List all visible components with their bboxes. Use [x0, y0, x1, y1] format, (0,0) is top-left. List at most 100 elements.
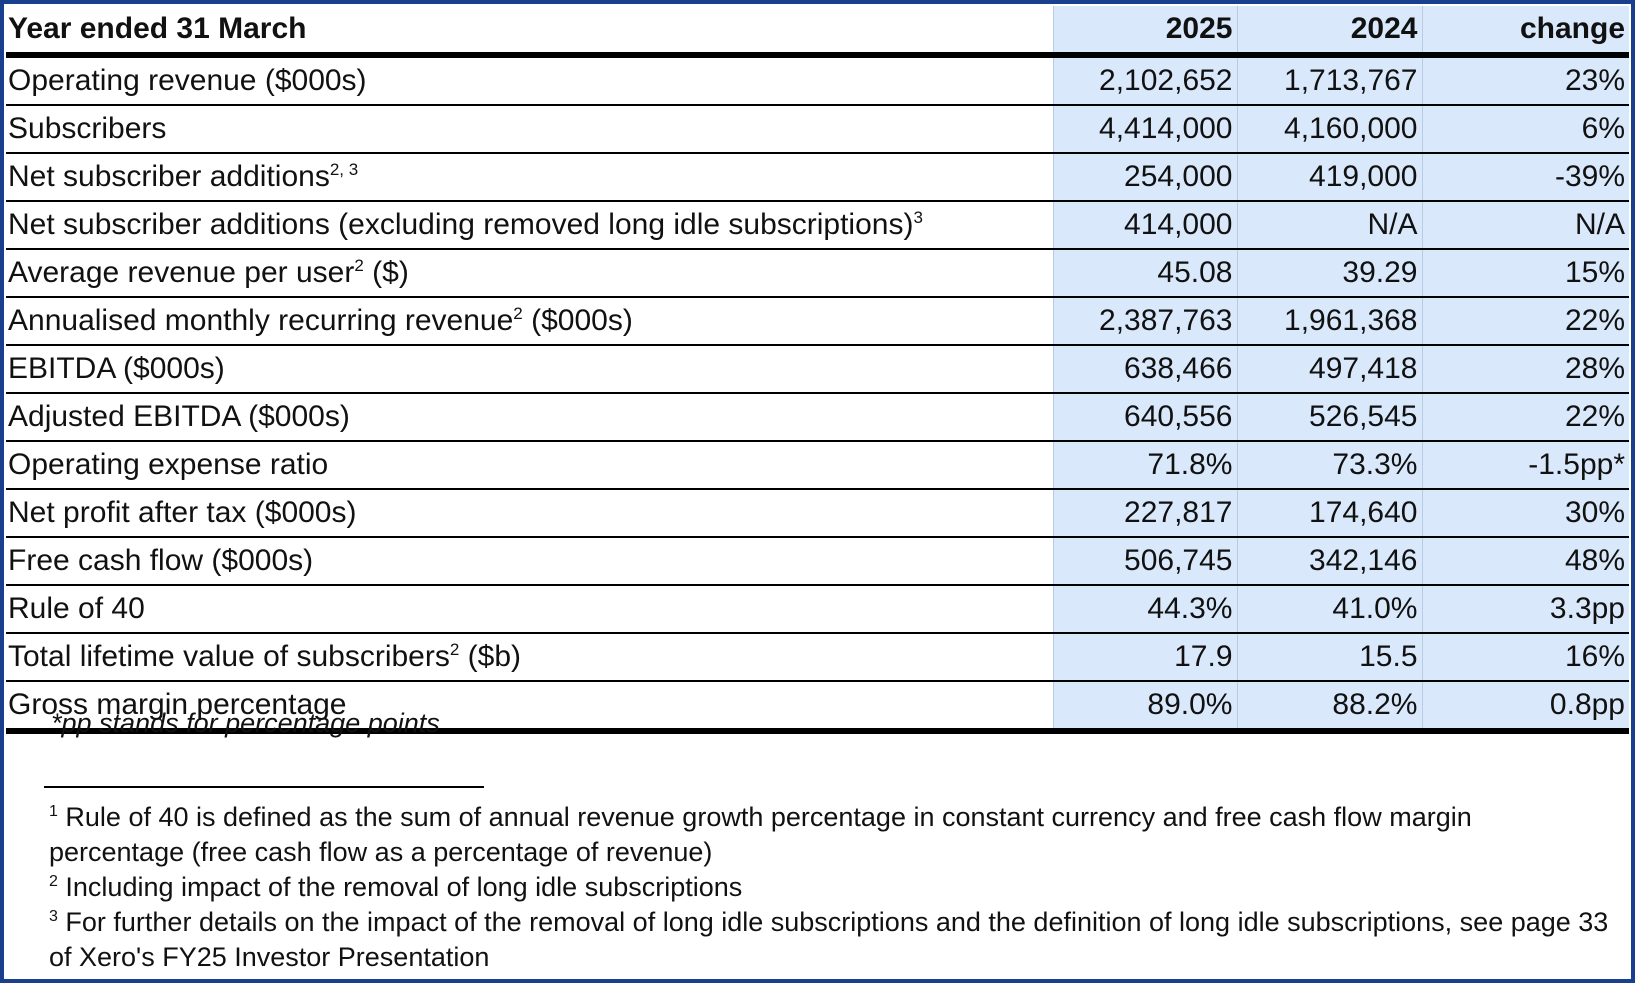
- footnote-text: Including impact of the removal of long …: [57, 872, 743, 902]
- row-label-text: Net subscriber additions: [8, 160, 330, 193]
- footnote: 2 Including impact of the removal of lon…: [49, 870, 1609, 905]
- row-label-text: Operating expense ratio: [8, 448, 329, 481]
- footnote: 3 For further details on the impact of t…: [49, 905, 1609, 975]
- row-label: Average revenue per user2 ($): [6, 249, 1053, 298]
- financial-metrics-table: Year ended 31 March 2025 2024 change Ope…: [6, 6, 1629, 734]
- value-change: 16%: [1421, 633, 1629, 682]
- table-row: Operating expense ratio 71.8% 73.3% -1.5pp*: [6, 441, 1629, 490]
- row-label-unit: ($000s): [522, 304, 633, 337]
- value-2025: 45.08: [1052, 249, 1237, 298]
- table-body: Operating revenue ($000s) 2,102,652 1,713,…: [6, 55, 1629, 734]
- row-label: Subscribers: [6, 105, 1053, 154]
- value-change: 30%: [1421, 489, 1629, 538]
- table-row: Net subscriber additions2, 3 254,000 419,0…: [6, 153, 1629, 202]
- value-change: 23%: [1421, 55, 1629, 106]
- value-2025: 640,556: [1052, 393, 1237, 442]
- table-row: Free cash flow ($000s) 506,745 342,146 48%: [6, 537, 1629, 586]
- header-2024: 2024: [1236, 6, 1422, 58]
- table-row: Net profit after tax ($000s) 227,817 174,6…: [6, 489, 1629, 538]
- value-2025: 44.3%: [1052, 585, 1237, 634]
- footnote-number: 1: [49, 803, 58, 820]
- table-row: Average revenue per user2 ($) 45.08 39.29 1…: [6, 249, 1629, 298]
- row-label: Annualised monthly recurring revenue2 ($…: [6, 297, 1053, 346]
- value-change: 3.3pp: [1421, 585, 1629, 634]
- row-label: Free cash flow ($000s): [6, 537, 1053, 586]
- value-2024: 1,713,767: [1236, 55, 1422, 106]
- table-row: Net subscriber additions (excluding remo…: [6, 201, 1629, 250]
- table-row: Annualised monthly recurring revenue2 ($…: [6, 297, 1629, 346]
- row-label: EBITDA ($000s): [6, 345, 1053, 394]
- footnote-ref: 2, 3: [329, 160, 359, 179]
- value-2025: 2,387,763: [1052, 297, 1237, 346]
- value-2024: 174,640: [1236, 489, 1422, 538]
- table-row: Subscribers 4,414,000 4,160,000 6%: [6, 105, 1629, 154]
- value-2024: 41.0%: [1236, 585, 1422, 634]
- value-2025: 2,102,652: [1052, 55, 1237, 106]
- value-2024: 4,160,000: [1236, 105, 1422, 154]
- row-label-text: Rule of 40: [8, 592, 145, 625]
- value-2024: 39.29: [1236, 249, 1422, 298]
- value-2024: 1,961,368: [1236, 297, 1422, 346]
- row-label-text: Free cash flow ($000s): [8, 544, 314, 577]
- value-2025: 71.8%: [1052, 441, 1237, 490]
- value-change: 15%: [1421, 249, 1629, 298]
- row-label-text: Annualised monthly recurring revenue: [8, 304, 514, 337]
- footnotes: 1 Rule of 40 is defined as the sum of an…: [49, 800, 1609, 975]
- row-label-unit: ($): [363, 256, 409, 289]
- row-label: Net subscriber additions2, 3: [6, 153, 1053, 202]
- row-label-text: EBITDA ($000s): [8, 352, 225, 385]
- row-label-unit: ($b): [459, 640, 522, 673]
- table-row: Rule of 40 44.3% 41.0% 3.3pp: [6, 585, 1629, 634]
- header-change: change: [1421, 6, 1629, 58]
- row-label-text: Gross margin percentage: [8, 688, 347, 721]
- value-2024: 88.2%: [1236, 681, 1422, 734]
- row-label-text: Operating revenue ($000s): [8, 64, 367, 97]
- header-label: Year ended 31 March: [6, 6, 1053, 58]
- value-2025: 638,466: [1052, 345, 1237, 394]
- row-label-text: Net profit after tax ($000s): [8, 496, 357, 529]
- value-2025: 4,414,000: [1052, 105, 1237, 154]
- footnote-text: For further details on the impact of the…: [49, 907, 1609, 972]
- row-label: Total lifetime value of subscribers2 ($b…: [6, 633, 1053, 682]
- value-2025: 506,745: [1052, 537, 1237, 586]
- value-2025: 414,000: [1052, 201, 1237, 250]
- row-label: Net subscriber additions (excluding remo…: [6, 201, 1053, 250]
- value-2024: 526,545: [1236, 393, 1422, 442]
- value-2024: 73.3%: [1236, 441, 1422, 490]
- value-change: 6%: [1421, 105, 1629, 154]
- row-label: Gross margin percentage: [6, 681, 1053, 734]
- footnote-divider: [44, 786, 484, 788]
- row-label: Operating expense ratio: [6, 441, 1053, 490]
- row-label: Operating revenue ($000s): [6, 55, 1053, 106]
- row-label: Adjusted EBITDA ($000s): [6, 393, 1053, 442]
- value-change: -39%: [1421, 153, 1629, 202]
- footnote-ref: 2: [513, 304, 523, 323]
- row-label-text: Average revenue per user: [8, 256, 355, 289]
- value-change: 28%: [1421, 345, 1629, 394]
- pp-note: *pp stands for percentage points: [51, 708, 440, 738]
- row-label: Rule of 40: [6, 585, 1053, 634]
- row-label-text: Subscribers: [8, 112, 167, 145]
- value-change: 0.8pp: [1421, 681, 1629, 734]
- row-label-text: Adjusted EBITDA ($000s): [8, 400, 350, 433]
- value-2024: N/A: [1236, 201, 1422, 250]
- value-2025: 227,817: [1052, 489, 1237, 538]
- value-2024: 15.5: [1236, 633, 1422, 682]
- row-label-text: Total lifetime value of subscribers: [8, 640, 450, 673]
- footnote-ref: 2: [354, 256, 364, 275]
- value-change: 22%: [1421, 297, 1629, 346]
- value-change: -1.5pp*: [1421, 441, 1629, 490]
- header-2025: 2025: [1052, 6, 1237, 58]
- value-change: 22%: [1421, 393, 1629, 442]
- value-2025: 17.9: [1052, 633, 1237, 682]
- table-row: Gross margin percentage 89.0% 88.2% 0.8pp: [6, 681, 1629, 734]
- value-2025: 89.0%: [1052, 681, 1237, 734]
- table-row: Operating revenue ($000s) 2,102,652 1,713,…: [6, 55, 1629, 106]
- row-label: Net profit after tax ($000s): [6, 489, 1053, 538]
- value-2024: 342,146: [1236, 537, 1422, 586]
- footnote-ref: 2: [449, 640, 460, 659]
- table-row: Total lifetime value of subscribers2 ($b…: [6, 633, 1629, 682]
- footnote-text: Rule of 40 is defined as the sum of annu…: [49, 802, 1472, 867]
- value-change: N/A: [1421, 201, 1629, 250]
